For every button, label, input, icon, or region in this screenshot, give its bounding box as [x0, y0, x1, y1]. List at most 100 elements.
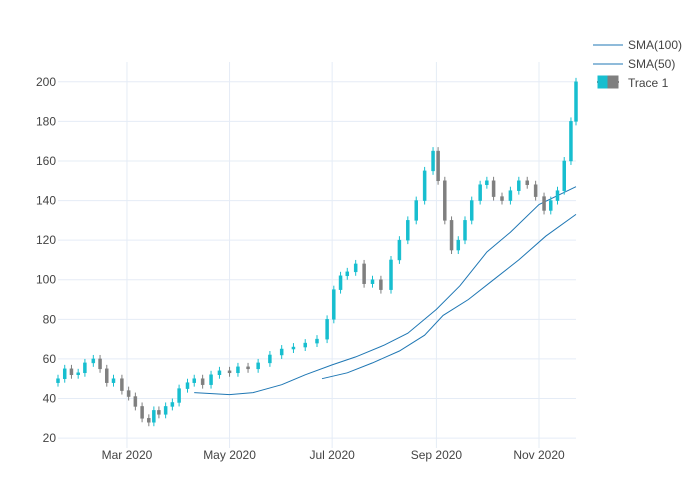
- candle-body: [120, 378, 124, 391]
- candle-body: [397, 239, 402, 261]
- candle-body: [332, 289, 336, 320]
- y-tick-label: 160: [36, 154, 56, 168]
- y-tick-label: 180: [36, 114, 56, 128]
- y-tick-label: 20: [43, 431, 57, 445]
- candle-body: [508, 190, 513, 201]
- candle-body: [177, 388, 181, 403]
- candle-body: [517, 180, 521, 191]
- x-tick-label: May 2020: [203, 448, 256, 462]
- legend-item-sma50[interactable]: SMA(50): [593, 57, 675, 71]
- candle-body: [574, 81, 578, 122]
- candle-body: [140, 406, 144, 419]
- candle-body: [549, 200, 553, 211]
- y-tick-label: 140: [36, 194, 56, 208]
- legend-label-sma50: SMA(50): [628, 57, 675, 71]
- candle-body: [379, 279, 383, 290]
- x-tick-label: Jul 2020: [309, 448, 355, 462]
- candle-body: [414, 200, 418, 221]
- x-tick-label: Mar 2020: [102, 448, 153, 462]
- candle-body: [246, 366, 250, 370]
- legend-label-sma100: SMA(100): [628, 38, 682, 52]
- candle-body: [491, 180, 496, 197]
- sma100-line: [194, 186, 577, 396]
- candle-body: [555, 190, 560, 201]
- candle-body: [98, 358, 102, 370]
- legend-candle-up: [597, 75, 609, 89]
- candle-body: [443, 180, 447, 221]
- candle-body: [126, 390, 131, 397]
- candle-body: [456, 239, 461, 251]
- y-tick-label: 120: [36, 233, 56, 247]
- candle-body: [69, 368, 74, 376]
- candle-body: [569, 121, 573, 162]
- candle-body: [542, 196, 546, 211]
- candle-body: [362, 263, 366, 284]
- candle-body: [133, 396, 138, 407]
- candle-body: [268, 354, 272, 364]
- candle-body: [353, 263, 358, 273]
- y-tick-label: 60: [43, 352, 57, 366]
- candle-body: [315, 338, 319, 344]
- y-tick-label: 200: [36, 75, 56, 89]
- candle-body: [291, 346, 296, 350]
- y-tick-label: 80: [43, 312, 57, 326]
- candle-body: [533, 184, 538, 197]
- candle-body: [279, 348, 284, 356]
- candle-body: [406, 220, 410, 241]
- candle-body: [422, 170, 427, 201]
- legend: SMA(100) SMA(50) Trace 1: [593, 38, 682, 90]
- candle-body: [152, 410, 156, 423]
- legend-item-trace1[interactable]: Trace 1: [597, 75, 669, 90]
- sma50-series: [321, 213, 577, 380]
- candle-body: [338, 275, 343, 290]
- candle-body: [170, 402, 175, 407]
- legend-label-trace1: Trace 1: [628, 76, 669, 90]
- candle-body: [111, 378, 116, 383]
- candle-body: [147, 418, 151, 423]
- candle-body: [469, 200, 474, 221]
- candle-body: [303, 342, 307, 348]
- candle-body: [236, 366, 240, 374]
- candle-body: [389, 259, 393, 290]
- candle-body: [478, 184, 482, 201]
- plot-area: [56, 77, 578, 427]
- candle-body: [56, 378, 60, 383]
- candle-body: [163, 406, 168, 415]
- candle-body: [431, 150, 435, 172]
- y-tick-label: 100: [36, 273, 56, 287]
- candle-body: [83, 362, 87, 374]
- y-tick-label: 40: [43, 392, 57, 406]
- candle-body: [325, 319, 329, 340]
- grid-layer: [58, 62, 576, 448]
- candle-body: [500, 196, 504, 201]
- legend-candle-down: [607, 75, 619, 89]
- x-axis-ticks: Mar 2020 May 2020 Jul 2020 Sep 2020 Nov 2020: [102, 448, 565, 462]
- candle-body: [227, 370, 232, 374]
- candle-body: [192, 378, 196, 383]
- x-tick-label: Sep 2020: [411, 448, 463, 462]
- candle-body: [525, 180, 529, 185]
- candle-body: [185, 382, 190, 389]
- candle-body: [562, 160, 566, 191]
- candle-body: [105, 368, 109, 383]
- candle-body: [370, 279, 375, 284]
- candle-body: [345, 271, 350, 277]
- candle-body: [217, 370, 222, 376]
- candle-body: [76, 372, 80, 376]
- candle-body: [91, 358, 96, 364]
- sma50-line: [321, 213, 577, 380]
- candle-body: [157, 410, 161, 415]
- candle-body: [463, 220, 467, 241]
- candle-series: [56, 77, 578, 427]
- candle-body: [485, 180, 489, 185]
- legend-item-sma100[interactable]: SMA(100): [593, 38, 682, 52]
- candle-body: [256, 362, 260, 370]
- candle-body: [209, 374, 213, 385]
- legend-candle-icon: [597, 75, 619, 89]
- candle-body: [200, 378, 205, 385]
- candle-body: [449, 220, 454, 251]
- y-axis-ticks: 20 40 60 80 100 120 140 160 180 200: [36, 75, 56, 445]
- candle-body: [62, 368, 67, 379]
- sma100-series: [194, 186, 577, 396]
